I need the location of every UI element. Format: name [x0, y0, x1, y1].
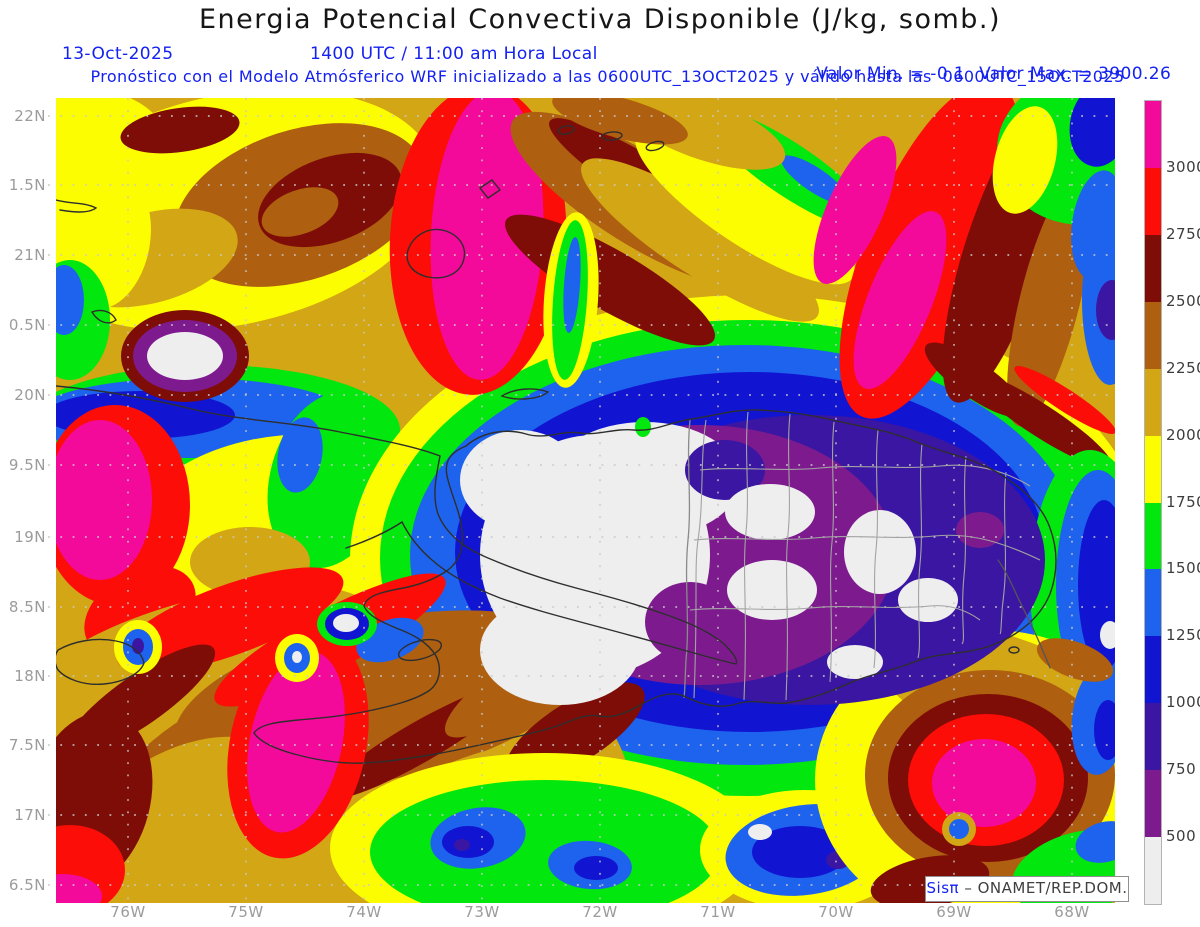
attribution-separator: –: [964, 879, 973, 897]
forecast-description: Pronóstico con el Modelo Atmósferico WRF…: [90, 67, 1125, 86]
province-borders: [683, 411, 1041, 701]
lon-label-70W: 70W: [818, 903, 854, 921]
colorbar-tick-2500: 2500: [1166, 291, 1200, 310]
cape-filled-contours: [56, 98, 1115, 903]
colorbar-segment-1500-1750: [1145, 502, 1161, 570]
run-date: 13-Oct-2025: [62, 44, 174, 64]
lat-label-22N: 22N: [14, 107, 46, 125]
colorbar-segment-1000-1250: [1145, 636, 1161, 704]
lon-label-72W: 72W: [582, 903, 618, 921]
lat-label-9.5N: 9.5N: [8, 456, 46, 474]
colorbar-tick-1000: 1000: [1166, 693, 1200, 712]
colorbar-segment-1250-1500: [1145, 569, 1161, 637]
attribution-org: ONAMET/REP.DOM.: [977, 879, 1128, 897]
value-max-label: Valor Max. = 3900.26: [979, 64, 1172, 84]
coastlines: [56, 125, 1057, 764]
lon-label-76W: 76W: [110, 903, 146, 921]
lat-label-19N: 19N: [14, 528, 46, 546]
colorbar-tick-2250: 2250: [1166, 358, 1200, 377]
lat-label-0.5N: 0.5N: [8, 316, 46, 334]
lat-label-6.5N: 6.5N: [8, 876, 46, 894]
colorbar-segment-2000-2250: [1145, 368, 1161, 436]
lon-label-73W: 73W: [464, 903, 500, 921]
colorbar-segment-2250-2500: [1145, 301, 1161, 369]
lon-label-68W: 68W: [1054, 903, 1090, 921]
lon-label-71W: 71W: [700, 903, 736, 921]
lat-label-20N: 20N: [14, 386, 46, 404]
colorbar-tick-2750: 2750: [1166, 224, 1200, 243]
colorbar-segment-above-3000: [1145, 101, 1161, 168]
colorbar-segment-750-1000: [1145, 703, 1161, 771]
lat-label-8.5N: 8.5N: [8, 598, 46, 616]
colorbar-segment-2500-2750: [1145, 234, 1161, 302]
colorbar-segment-1750-2000: [1145, 435, 1161, 503]
lat-label-18N: 18N: [14, 667, 46, 685]
lat-label-7.5N: 7.5N: [8, 736, 46, 754]
lon-label-74W: 74W: [346, 903, 382, 921]
colorbar-segment-2750-3000: [1145, 167, 1161, 235]
minmax-values: Valor Min. = -0.1 Valor Max. = 3900.26: [793, 44, 1185, 104]
valid-time: 1400 UTC / 11:00 am Hora Local: [310, 44, 598, 64]
page-title: Energia Potencial Convectiva Disponible …: [198, 4, 1002, 35]
colorbar-tick-1500: 1500: [1166, 559, 1200, 578]
colorbar-tick-500: 500: [1166, 827, 1197, 846]
attribution-box: Sisπ – ONAMET/REP.DOM.: [925, 876, 1129, 902]
lon-label-69W: 69W: [936, 903, 972, 921]
lat-label-17N: 17N: [14, 806, 46, 824]
colorbar-tick-1750: 1750: [1166, 492, 1200, 511]
colorbar-segment-below-500: [1145, 837, 1161, 905]
cape-colorbar: [1144, 100, 1162, 905]
colorbar-tick-2000: 2000: [1166, 425, 1200, 444]
colorbar-tick-750: 750: [1166, 760, 1197, 779]
colorbar-tick-3000: 3000: [1166, 157, 1200, 176]
lat-label-1.5N: 1.5N: [8, 176, 46, 194]
lat-label-21N: 21N: [14, 246, 46, 264]
colorbar-tick-1250: 1250: [1166, 626, 1200, 645]
value-min-label: Valor Min. = -0.1: [816, 64, 966, 84]
sispi-logo: Sisπ: [926, 879, 960, 897]
lon-label-75W: 75W: [228, 903, 264, 921]
colorbar-segment-500-750: [1145, 770, 1161, 838]
